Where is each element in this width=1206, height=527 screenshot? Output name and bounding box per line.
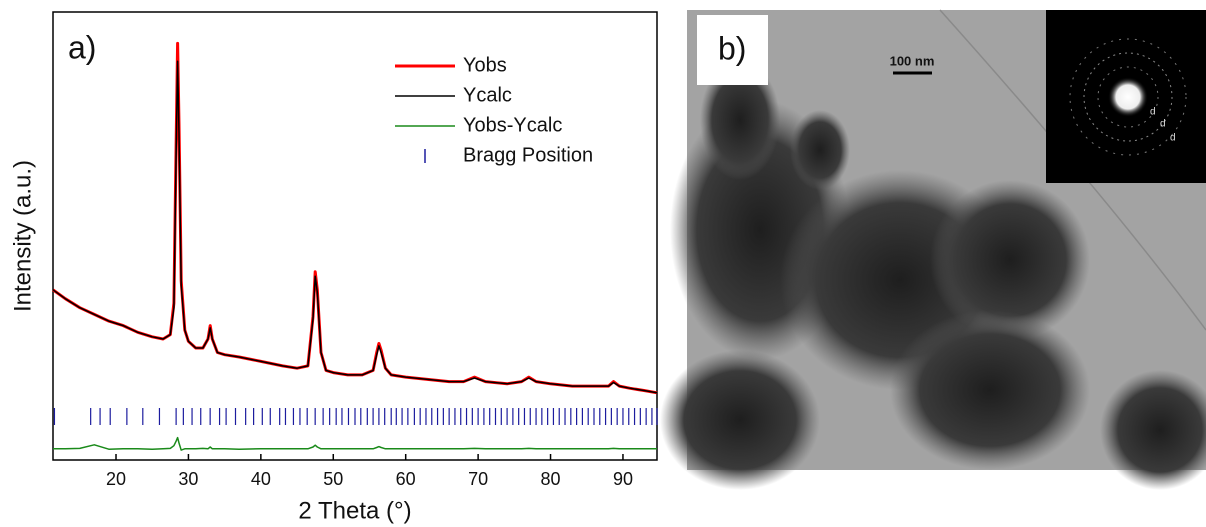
data-line [52,41,658,395]
particle [1100,370,1206,490]
y-axis-label: Intensity (a.u.) [9,160,36,312]
tem-image: b) 100 nm d d d [660,9,1206,490]
data-line [52,60,658,394]
legend-label: Yobs-Ycalc [463,114,562,136]
x-tick-label: 80 [541,469,561,489]
diffraction-ring [1097,66,1159,128]
legend-label: Yobs [463,54,507,76]
scale-bar-label: 100 nm [890,53,935,68]
film-edge [939,9,1206,331]
x-tick-label: 30 [178,469,198,489]
x-axis-label: 2 Theta (°) [298,497,411,524]
plot-frame [52,11,658,461]
diffraction-ring [1069,38,1187,156]
particle [930,180,1090,340]
x-tick-label: 90 [613,469,633,489]
panel-label-box [697,15,768,85]
x-tick-label: 20 [106,469,126,489]
d-spacing-label: d [1160,119,1166,130]
x-tick-label: 50 [323,469,343,489]
panel-label: a) [68,29,96,65]
particle [790,110,850,190]
d-spacing-label: d [1170,133,1176,144]
particle [660,350,820,490]
legend-label: Bragg Position [463,144,593,166]
xrd-plot: a) 2 Theta (°) Intensity (a.u.) 20 30 40 50… [9,11,658,524]
panel-label-box [58,20,110,72]
diffraction-ring [1083,52,1173,142]
panel-label: b) [718,30,746,66]
data-line [53,436,657,451]
x-tick-label: 60 [396,469,416,489]
particle [890,310,1090,470]
x-tick-label: 40 [251,469,271,489]
legend-label: Ycalc [463,84,512,106]
central-spot [1108,77,1148,117]
x-tick-label: 70 [468,469,488,489]
d-spacing-label: d [1150,107,1156,118]
particle [700,60,780,180]
